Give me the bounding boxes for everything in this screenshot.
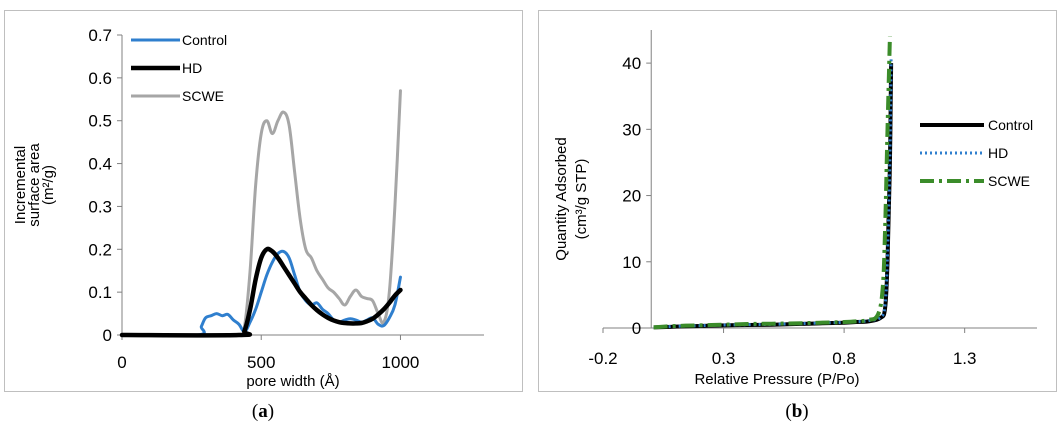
y-tick-label: 0.7 bbox=[88, 26, 112, 45]
legend-label-scwe: SCWE bbox=[988, 173, 1030, 189]
x-tick-label: -0.2 bbox=[588, 349, 617, 368]
x-tick-label: 1000 bbox=[382, 353, 420, 372]
y-tick-label: 0.2 bbox=[88, 240, 112, 259]
y-tick-label: 0.1 bbox=[88, 283, 112, 302]
panel-b-chart: 0 10 20 30 40 -0.2 0.3 0.8 1.3 Relative Pressure … bbox=[553, 30, 1037, 388]
y-tick-label: 0.5 bbox=[88, 112, 112, 131]
y-tick-label: 0.4 bbox=[88, 155, 112, 174]
caption-a: (a) bbox=[252, 401, 274, 422]
x-axis-title: pore width (Å) bbox=[246, 373, 339, 390]
series-line-hd bbox=[653, 56, 893, 329]
y-tick-label: 0.6 bbox=[88, 69, 112, 88]
legend-label-control: Control bbox=[182, 32, 227, 48]
x-tick-label: 1.3 bbox=[953, 349, 977, 368]
panel-a-frame bbox=[4, 10, 523, 392]
legend-label-control: Control bbox=[988, 117, 1033, 133]
legend-label-hd: HD bbox=[988, 145, 1008, 161]
y-axis-title: Incrementalsurface area(m²/g) bbox=[12, 143, 57, 227]
panel-a-chart: 0 0.1 0.2 0.3 0.4 0.5 0.6 0.7 0 500 1000 pore width… bbox=[12, 26, 484, 390]
y-axis-title: Quantity Adsorbed (cm³/g STP) bbox=[553, 137, 590, 260]
y-tick-label: 30 bbox=[622, 120, 641, 139]
y-tick-label: 40 bbox=[622, 54, 641, 73]
panel-b-frame bbox=[538, 10, 1057, 392]
y-tick-label: 0 bbox=[632, 319, 641, 338]
y-tick-label: 0 bbox=[103, 326, 112, 345]
series-line-scwe bbox=[120, 89, 402, 338]
y-tick-label: 0.3 bbox=[88, 197, 112, 216]
legend-label-scwe: SCWE bbox=[182, 88, 224, 104]
y-tick-label: 20 bbox=[622, 187, 641, 206]
series-line-scwe bbox=[653, 36, 892, 330]
caption-b: (b) bbox=[785, 401, 808, 422]
x-tick-label: 0.8 bbox=[832, 349, 856, 368]
x-tick-label: 0.3 bbox=[712, 349, 736, 368]
x-tick-label: 0 bbox=[117, 353, 126, 372]
x-tick-label: 500 bbox=[247, 353, 275, 372]
x-axis-title: Relative Pressure (P/Po) bbox=[694, 371, 859, 388]
y-tick-label: 10 bbox=[622, 253, 641, 272]
series-line-control bbox=[653, 63, 894, 330]
legend-label-hd: HD bbox=[182, 60, 202, 76]
series-line-hd bbox=[119, 246, 403, 338]
